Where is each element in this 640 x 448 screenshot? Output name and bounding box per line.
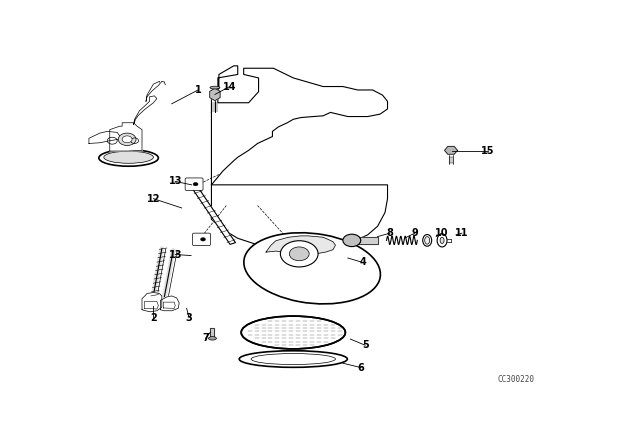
Polygon shape	[211, 328, 214, 336]
Circle shape	[289, 247, 309, 261]
Ellipse shape	[440, 237, 444, 244]
Ellipse shape	[244, 233, 380, 304]
Polygon shape	[445, 146, 458, 154]
Text: 9: 9	[412, 228, 418, 238]
FancyBboxPatch shape	[193, 233, 211, 246]
Circle shape	[200, 237, 205, 241]
Polygon shape	[161, 296, 179, 311]
Text: 6: 6	[358, 363, 365, 373]
Ellipse shape	[99, 150, 158, 166]
Circle shape	[280, 241, 318, 267]
Polygon shape	[210, 88, 220, 101]
Ellipse shape	[353, 237, 361, 244]
Text: 12: 12	[147, 194, 160, 204]
Text: 4: 4	[359, 258, 366, 267]
Text: 11: 11	[455, 228, 468, 238]
Circle shape	[343, 234, 361, 246]
Text: 7: 7	[202, 333, 209, 343]
Polygon shape	[142, 293, 162, 312]
FancyBboxPatch shape	[185, 178, 203, 190]
Polygon shape	[211, 185, 388, 247]
Text: 10: 10	[435, 228, 449, 238]
Ellipse shape	[241, 316, 346, 349]
Polygon shape	[211, 66, 388, 185]
Text: CC300220: CC300220	[498, 375, 535, 384]
Text: 15: 15	[481, 146, 495, 156]
Circle shape	[122, 136, 132, 143]
Text: 5: 5	[362, 340, 369, 350]
Ellipse shape	[251, 353, 335, 365]
Text: 8: 8	[387, 228, 394, 238]
Polygon shape	[146, 82, 161, 101]
Text: 2: 2	[150, 313, 157, 323]
Polygon shape	[356, 237, 378, 244]
Text: 13: 13	[168, 177, 182, 186]
Ellipse shape	[437, 234, 447, 247]
Ellipse shape	[210, 86, 220, 89]
Polygon shape	[134, 96, 157, 125]
Text: 14: 14	[223, 82, 237, 91]
Text: 1: 1	[195, 85, 202, 95]
Ellipse shape	[209, 336, 216, 340]
Ellipse shape	[425, 237, 429, 244]
Circle shape	[193, 182, 198, 186]
Ellipse shape	[423, 234, 431, 246]
Polygon shape	[110, 123, 142, 151]
Polygon shape	[266, 236, 335, 254]
Text: 3: 3	[186, 313, 193, 323]
Ellipse shape	[104, 151, 154, 163]
Polygon shape	[89, 131, 120, 143]
Text: 13: 13	[168, 250, 182, 259]
Polygon shape	[190, 184, 236, 244]
Circle shape	[118, 133, 136, 146]
